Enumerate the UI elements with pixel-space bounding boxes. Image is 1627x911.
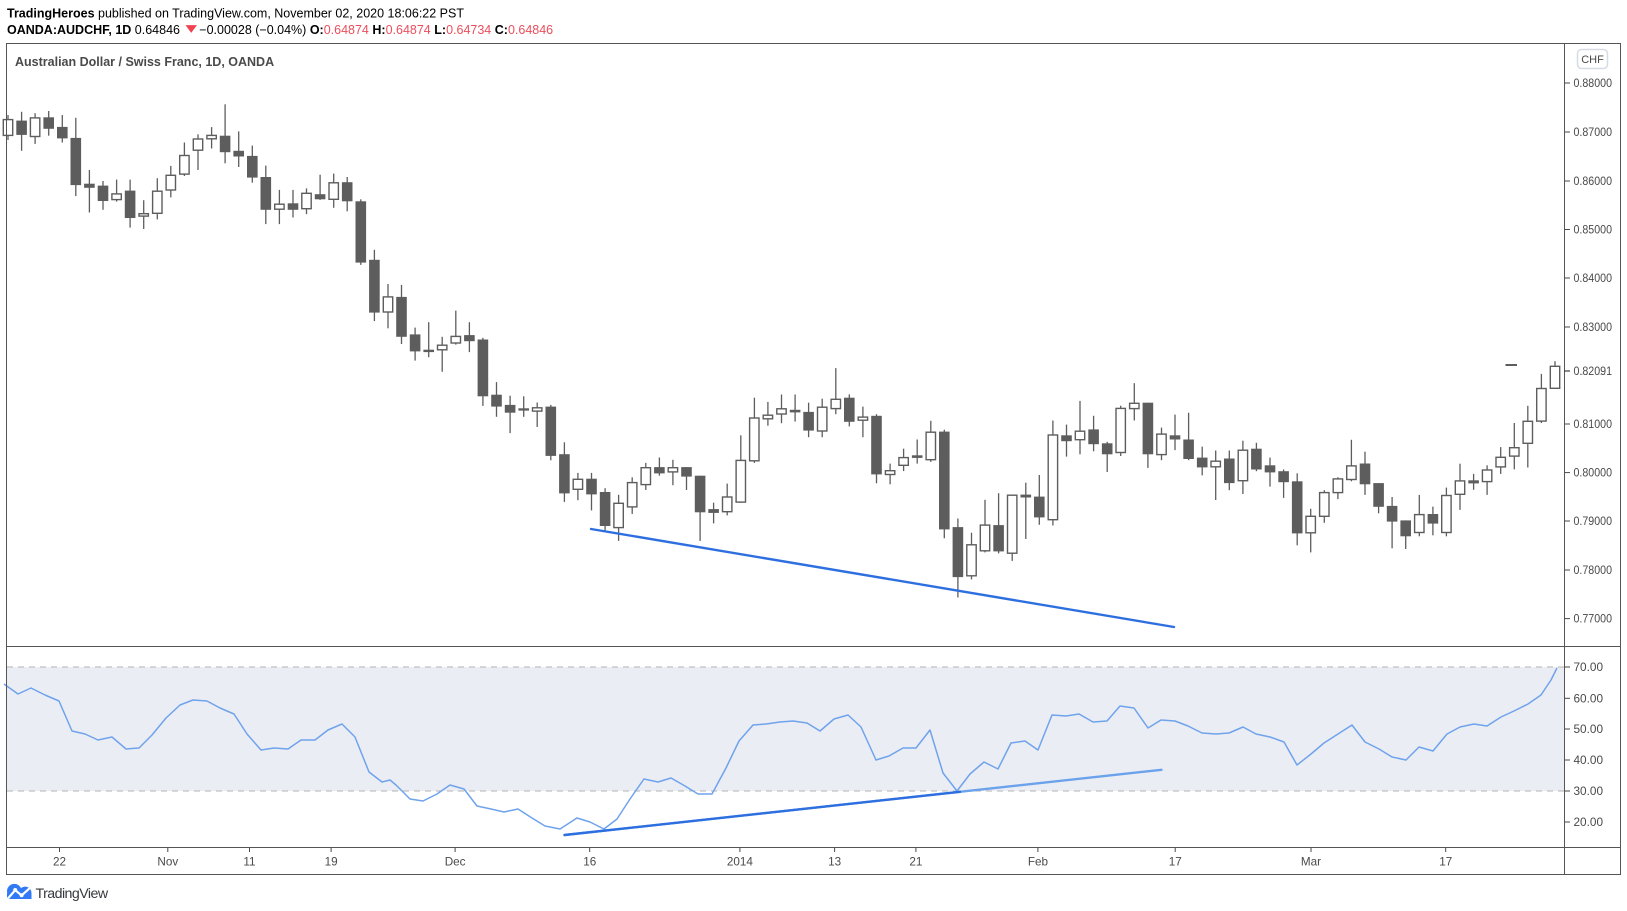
svg-text:19: 19 bbox=[325, 856, 338, 869]
svg-text:17: 17 bbox=[1439, 856, 1452, 869]
svg-text:0.79000: 0.79000 bbox=[1574, 515, 1613, 528]
svg-text:13: 13 bbox=[828, 856, 841, 869]
svg-text:17: 17 bbox=[1169, 856, 1182, 869]
svg-text:0.85000: 0.85000 bbox=[1574, 224, 1613, 237]
svg-text:0.77000: 0.77000 bbox=[1574, 613, 1613, 626]
svg-text:0.83000: 0.83000 bbox=[1574, 321, 1613, 334]
svg-text:0.87000: 0.87000 bbox=[1574, 126, 1613, 139]
svg-text:50.00: 50.00 bbox=[1574, 723, 1604, 736]
svg-text:0.88000: 0.88000 bbox=[1574, 77, 1613, 90]
svg-text:CHF: CHF bbox=[1581, 54, 1604, 66]
svg-text:0.84000: 0.84000 bbox=[1574, 272, 1613, 285]
svg-text:0.80000: 0.80000 bbox=[1574, 467, 1613, 480]
svg-text:21: 21 bbox=[909, 856, 922, 869]
svg-text:2014: 2014 bbox=[727, 856, 754, 869]
svg-text:70.00: 70.00 bbox=[1574, 661, 1604, 674]
svg-text:0.78000: 0.78000 bbox=[1574, 564, 1613, 577]
svg-text:0.82091: 0.82091 bbox=[1574, 365, 1613, 378]
svg-text:0.86000: 0.86000 bbox=[1574, 175, 1613, 188]
svg-text:20.00: 20.00 bbox=[1574, 816, 1604, 829]
svg-text:Australian Dollar / Swiss Fran: Australian Dollar / Swiss Franc, 1D, OAN… bbox=[15, 55, 274, 69]
svg-text:TradingView: TradingView bbox=[36, 886, 109, 902]
svg-text:Dec: Dec bbox=[445, 856, 466, 869]
svg-text:TradingHeroes published on Tra: TradingHeroes published on TradingView.c… bbox=[7, 7, 464, 21]
svg-text:16: 16 bbox=[583, 856, 596, 869]
svg-text:60.00: 60.00 bbox=[1574, 692, 1604, 705]
svg-text:OANDA:AUDCHF, 1D 0.64846 ▼ −0: OANDA:AUDCHF, 1D 0.64846 ▼ −0.00028 (−0.… bbox=[7, 23, 553, 37]
svg-text:0.81000: 0.81000 bbox=[1574, 418, 1613, 431]
svg-text:Nov: Nov bbox=[157, 856, 178, 869]
svg-text:40.00: 40.00 bbox=[1574, 754, 1604, 767]
svg-text:Mar: Mar bbox=[1301, 856, 1321, 869]
svg-text:22: 22 bbox=[53, 856, 66, 869]
svg-text:Feb: Feb bbox=[1028, 856, 1049, 869]
svg-text:11: 11 bbox=[243, 856, 255, 869]
svg-text:30.00: 30.00 bbox=[1574, 785, 1604, 798]
